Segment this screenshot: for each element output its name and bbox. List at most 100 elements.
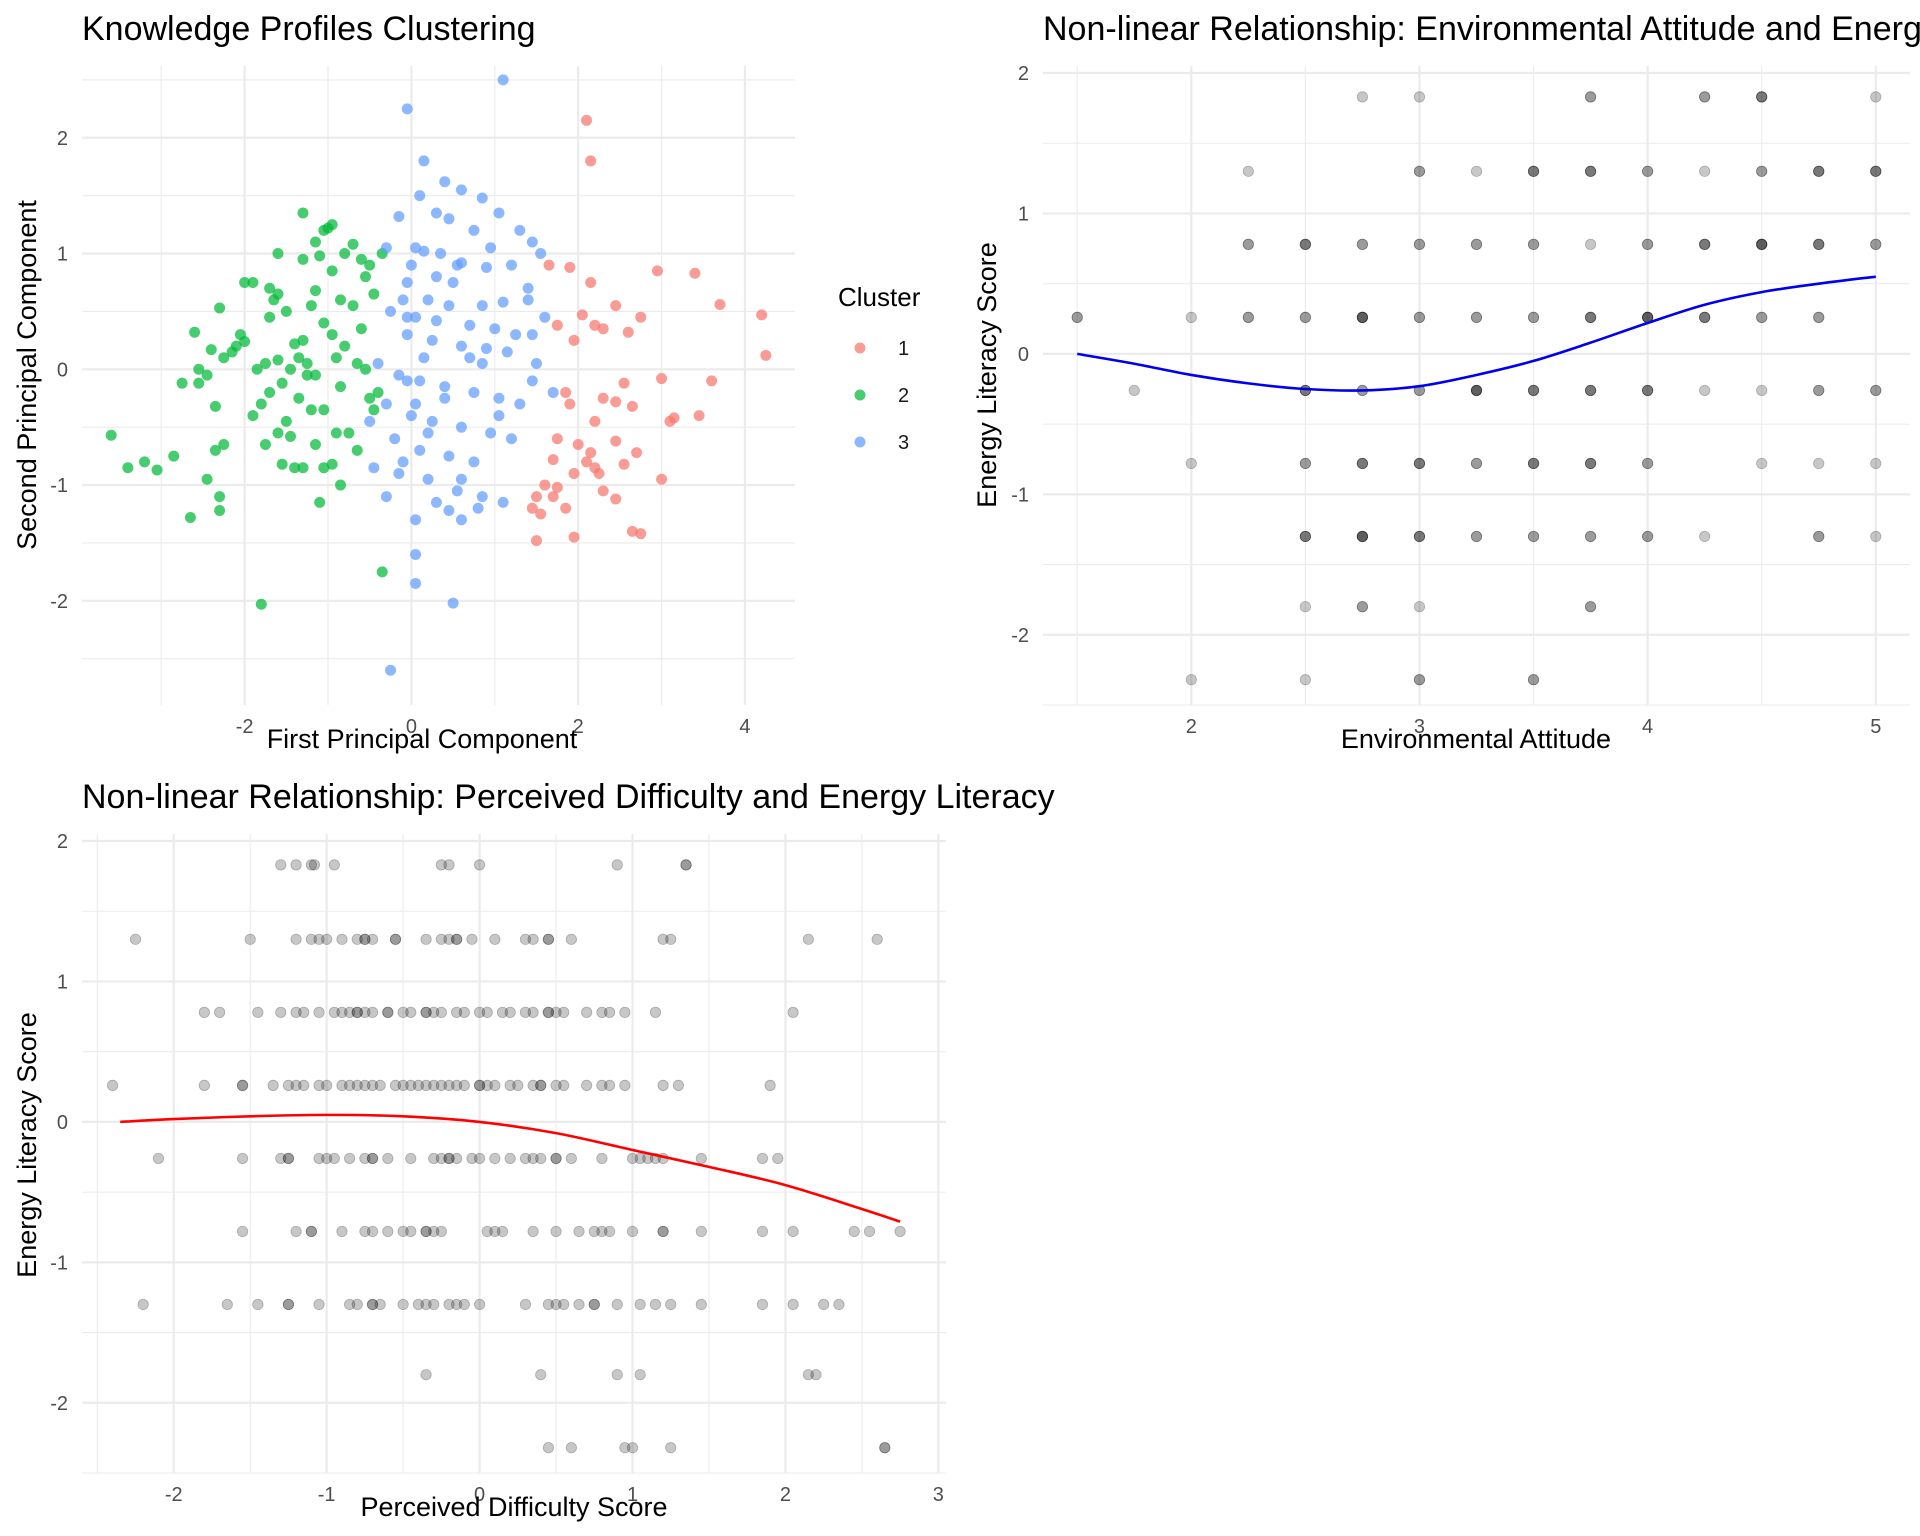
data-point (336, 1079, 348, 1091)
points-layer (105, 74, 772, 676)
data-point (290, 1079, 302, 1091)
data-point (481, 1225, 493, 1238)
data-point (787, 1298, 799, 1311)
data-point (359, 1079, 371, 1091)
data-point (344, 1079, 356, 1091)
y-tick-label: 2 (57, 831, 68, 853)
data-point (603, 1079, 616, 1091)
cluster-1-point (568, 467, 580, 479)
data-point (1356, 311, 1369, 323)
cluster-1-point (618, 458, 630, 470)
cluster-2-point (272, 427, 284, 439)
data-point (1185, 457, 1197, 470)
data-point (382, 1006, 394, 1018)
data-point (1527, 530, 1540, 543)
cluster-3-point (468, 456, 480, 468)
data-point (1584, 384, 1597, 397)
cluster-3-point (380, 398, 392, 410)
data-point (305, 933, 317, 945)
data-point (1813, 238, 1825, 250)
cluster-3-point (443, 300, 455, 312)
cluster-2-point (264, 311, 276, 323)
data-point (756, 1225, 769, 1238)
data-point (1642, 530, 1654, 543)
cluster-3-point (430, 207, 442, 219)
cluster-2-point (259, 358, 271, 370)
data-point (321, 1152, 333, 1165)
data-point (1584, 165, 1597, 177)
data-point (1413, 311, 1426, 323)
data-point (359, 933, 371, 945)
cluster-1-point (585, 155, 597, 167)
y-tick-labels: -2 -1 0 1 2 (1011, 63, 1029, 647)
cluster-1-point (651, 265, 663, 277)
data-point (1242, 165, 1254, 177)
data-point (1699, 311, 1711, 323)
cluster-3-point (439, 381, 451, 393)
data-point (1813, 457, 1825, 470)
cluster-1-point (589, 319, 601, 331)
data-point (565, 933, 577, 945)
cluster-2-point (255, 598, 267, 610)
data-point (1642, 384, 1654, 397)
data-point (1299, 238, 1311, 250)
cluster-2-point (343, 427, 355, 439)
data-point (527, 1225, 539, 1238)
data-point (290, 859, 302, 871)
data-point (1584, 311, 1597, 323)
x-tick-label: 1 (627, 1484, 638, 1506)
cluster-2-point (297, 334, 309, 346)
data-point (351, 1006, 363, 1018)
data-point (1299, 601, 1311, 613)
data-point (1413, 674, 1426, 686)
data-point (1584, 457, 1597, 470)
data-point (1299, 238, 1311, 250)
data-point (420, 1369, 432, 1381)
cluster-3-point (522, 294, 534, 306)
cluster-3-point (410, 398, 422, 410)
cluster-2-point (193, 363, 205, 375)
data-point (1470, 457, 1483, 470)
data-point (1527, 165, 1540, 177)
data-point (1071, 311, 1083, 323)
data-point (879, 1442, 891, 1454)
data-point (420, 1006, 432, 1018)
data-point (1071, 311, 1083, 323)
data-point (1242, 238, 1254, 250)
data-point (588, 1225, 600, 1238)
data-point (1470, 384, 1483, 397)
cluster-2-point (318, 462, 330, 474)
y-tick-labels: -2 -1 0 1 2 (50, 128, 68, 613)
cluster-3-point (414, 375, 426, 387)
cluster-1-point (610, 396, 622, 408)
data-point (473, 1298, 486, 1311)
data-point (1356, 457, 1369, 470)
data-point (619, 1006, 631, 1018)
data-point (573, 1225, 585, 1238)
data-point (1813, 165, 1825, 177)
data-point (1242, 311, 1254, 323)
data-point (657, 1225, 669, 1238)
cluster-2-point (214, 302, 226, 314)
data-point (473, 1006, 486, 1018)
data-point (1642, 238, 1654, 250)
cluster-2-point (309, 369, 321, 381)
cluster-2-point (368, 288, 380, 300)
data-point (420, 1079, 432, 1091)
data-point (657, 1079, 669, 1091)
data-point (1813, 311, 1825, 323)
data-point (1584, 165, 1597, 177)
cluster-2-point (372, 386, 384, 398)
data-point (351, 1298, 363, 1311)
cluster-3-point (393, 369, 405, 381)
legend-label-cluster-2: 2 (898, 385, 909, 407)
data-point (236, 1152, 249, 1165)
cluster-3-point (480, 342, 492, 354)
data-point (473, 1079, 486, 1091)
data-point (1870, 384, 1882, 397)
data-point (351, 1079, 363, 1091)
data-point (787, 1006, 799, 1018)
data-point (305, 859, 317, 871)
data-point (1584, 384, 1597, 397)
data-point (214, 1006, 226, 1018)
